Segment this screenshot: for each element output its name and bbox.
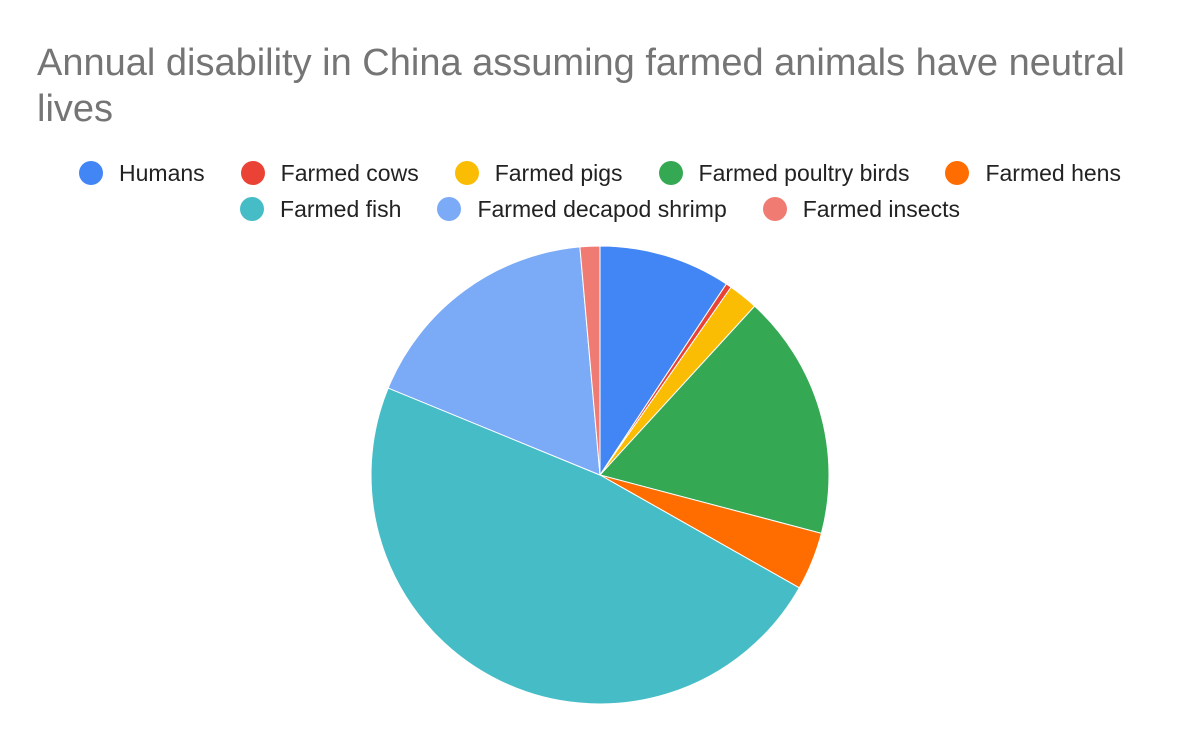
legend-swatch-farmed-pigs [454,161,479,185]
legend-row: Humans Farmed cows Farmed pigs Farmed po… [0,155,1200,191]
legend-label-farmed-poultry-birds: Farmed poultry birds [698,159,910,186]
chart-title: Annual disability in China assuming farm… [37,42,1125,130]
legend-swatch-farmed-poultry-birds [658,161,683,185]
legend-item-farmed-pigs[interactable]: Farmed pigs [454,159,623,187]
legend-swatch-humans [79,161,104,185]
pie-slice-farmed-decapod-shrimp[interactable] [387,246,601,476]
legend-swatch-farmed-decapod-shrimp [437,197,462,221]
chart-legend: Humans Farmed cows Farmed pigs Farmed po… [0,155,1200,227]
legend-row: Farmed fish Farmed decapod shrimp Farmed… [0,191,1200,227]
legend-swatch-farmed-fish [240,197,265,221]
legend-item-farmed-decapod-shrimp[interactable]: Farmed decapod shrimp [437,195,727,223]
legend-label-farmed-hens: Farmed hens [985,159,1121,186]
pie-slice-farmed-insects[interactable] [579,245,601,476]
legend-label-farmed-decapod-shrimp: Farmed decapod shrimp [477,195,727,222]
legend-swatch-farmed-hens [945,161,970,185]
legend-swatch-farmed-cows [240,161,265,185]
legend-swatch-farmed-insects [762,197,787,221]
legend-item-farmed-insects[interactable]: Farmed insects [762,195,960,223]
legend-label-farmed-pigs: Farmed pigs [494,159,623,186]
legend-item-farmed-hens[interactable]: Farmed hens [945,160,1121,187]
pie-slice-farmed-poultry-birds[interactable] [599,305,830,534]
legend-item-humans[interactable]: Humans [79,160,205,187]
legend-label-farmed-cows: Farmed cows [280,159,419,186]
legend-label-farmed-insects: Farmed insects [802,195,960,222]
legend-item-farmed-cows[interactable]: Farmed cows [240,159,419,187]
legend-label-farmed-fish: Farmed fish [280,195,402,222]
legend-item-farmed-fish[interactable]: Farmed fish [240,196,401,223]
pie-slice-farmed-fish[interactable] [370,387,800,705]
legend-item-farmed-poultry-birds[interactable]: Farmed poultry birds [658,159,910,187]
pie-slice-humans[interactable] [599,245,728,477]
legend-label-humans: Humans [119,159,205,186]
